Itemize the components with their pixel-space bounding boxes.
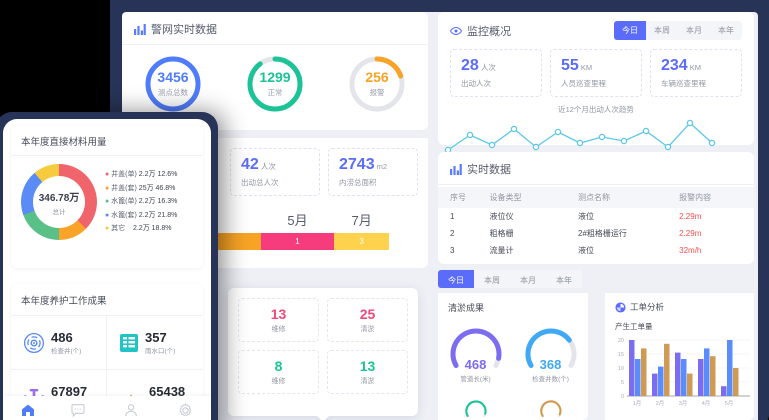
svg-text:1月: 1月 [633, 400, 642, 407]
svg-text:4月: 4月 [702, 400, 711, 407]
svg-text:5: 5 [621, 380, 624, 386]
svg-text:5月: 5月 [725, 400, 734, 407]
svg-text:20: 20 [618, 338, 624, 344]
svg-text:15: 15 [618, 352, 624, 358]
svg-text:10: 10 [618, 366, 624, 372]
svg-text:2月: 2月 [656, 400, 665, 407]
svg-text:0: 0 [621, 394, 624, 400]
svg-text:3月: 3月 [679, 400, 688, 407]
